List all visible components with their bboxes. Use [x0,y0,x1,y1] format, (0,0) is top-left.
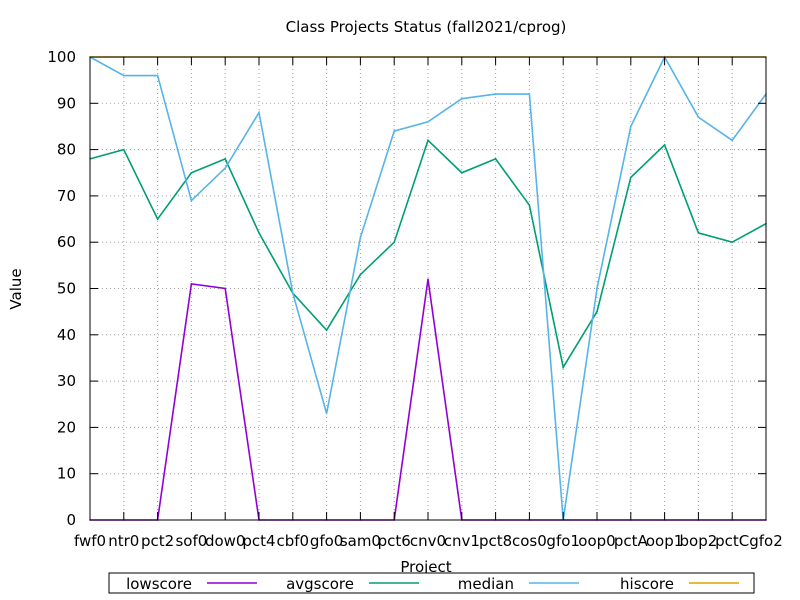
data-point-avgscore [663,144,666,146]
x-tick-label: pctA [614,532,649,550]
x-tick-label: cnv0 [410,532,446,550]
data-point-avgscore [224,158,226,160]
legend: lowscore avgscore median hiscore [108,572,755,594]
y-tick-label: 0 [66,511,76,529]
series-lowscore [89,278,767,521]
x-tick-label: pct2 [141,532,174,550]
x-tick-label: fwf0 [74,532,106,550]
legend-label-median: median [458,575,514,593]
data-point-avgscore [190,171,193,174]
x-tick-label: pct4 [242,532,275,550]
data-point-avgscore [461,171,463,174]
data-point-median [123,74,125,77]
x-tick-label: sam0 [340,532,381,550]
data-point-avgscore [393,241,396,243]
data-point-median [731,139,733,142]
y-tick-label: 60 [57,233,76,251]
x-tick-label: cnv1 [444,532,480,550]
data-point-median [258,111,260,114]
x-tick-label: oop0 [578,532,615,550]
data-point-median [190,199,193,202]
data-point-avgscore [123,148,125,151]
data-point-avgscore [325,329,328,331]
legend-box [108,572,755,594]
x-tick-label: oop1 [646,532,683,550]
legend-label-lowscore: lowscore [126,575,192,593]
x-tick-label: pct6 [378,532,411,550]
data-point-avgscore [494,158,497,160]
y-tick-label: 90 [57,94,76,112]
data-point-lowscore [190,283,193,285]
data-point-median [461,97,463,100]
y-tick-label: 100 [47,48,76,66]
x-tick-label: gfo0 [310,532,344,550]
chart-title: Class Projects Status (fall2021/cprog) [286,18,567,36]
data-point-lowscore [224,287,226,290]
data-point-median [494,93,497,95]
x-tick-label: gfo1 [546,532,580,550]
y-tick-label: 70 [57,187,76,205]
x-tick-label: pctC [715,532,749,550]
x-tick-label: pct8 [479,532,512,550]
data-point-avgscore [427,139,429,142]
y-axis-label: Value [7,268,25,309]
x-tick-label: cbf0 [277,532,310,550]
data-point-avgscore [156,218,159,220]
y-tick-label: 80 [57,141,76,159]
data-point-median [393,130,396,132]
x-tick-label: cos0 [512,532,547,550]
x-tick-label: sof0 [175,532,207,550]
data-point-median [156,74,159,77]
y-tick-label: 30 [57,372,76,390]
y-tick-label: 50 [57,280,76,298]
data-point-median [528,93,531,95]
x-axis-label: Project [400,558,451,576]
data-point-avgscore [731,241,733,243]
x-tick-label: ntr0 [108,532,139,550]
data-point-avgscore [562,366,564,369]
data-point-median [224,167,226,169]
data-point-median [630,125,632,128]
x-tick-label: gfo2 [749,532,783,550]
legend-label-hiscore: hiscore [620,575,674,593]
y-tick-label: 40 [57,326,76,344]
series-line-lowscore [90,279,766,521]
data-point-median [427,121,429,123]
data-point-avgscore [528,204,531,206]
data-point-avgscore [630,176,632,179]
x-tick-label: bop2 [680,532,718,550]
data-point-avgscore [359,273,362,276]
data-point-median [359,236,362,239]
y-tick-label: 10 [57,465,76,483]
y-tick-label: 20 [57,418,76,436]
data-point-lowscore [427,278,429,281]
x-tick-label: dow0 [205,532,246,550]
legend-label-avgscore: avgscore [286,575,354,593]
y-axis: 0 10 20 30 40 50 60 70 80 90 100 [47,48,766,529]
data-point-avgscore [258,232,260,234]
data-point-median [596,287,598,290]
data-point-avgscore [697,232,700,234]
data-point-median [697,116,700,118]
grid [90,57,766,520]
data-point-avgscore [596,310,598,313]
data-point-median [325,412,328,415]
data-point-median [292,292,294,294]
